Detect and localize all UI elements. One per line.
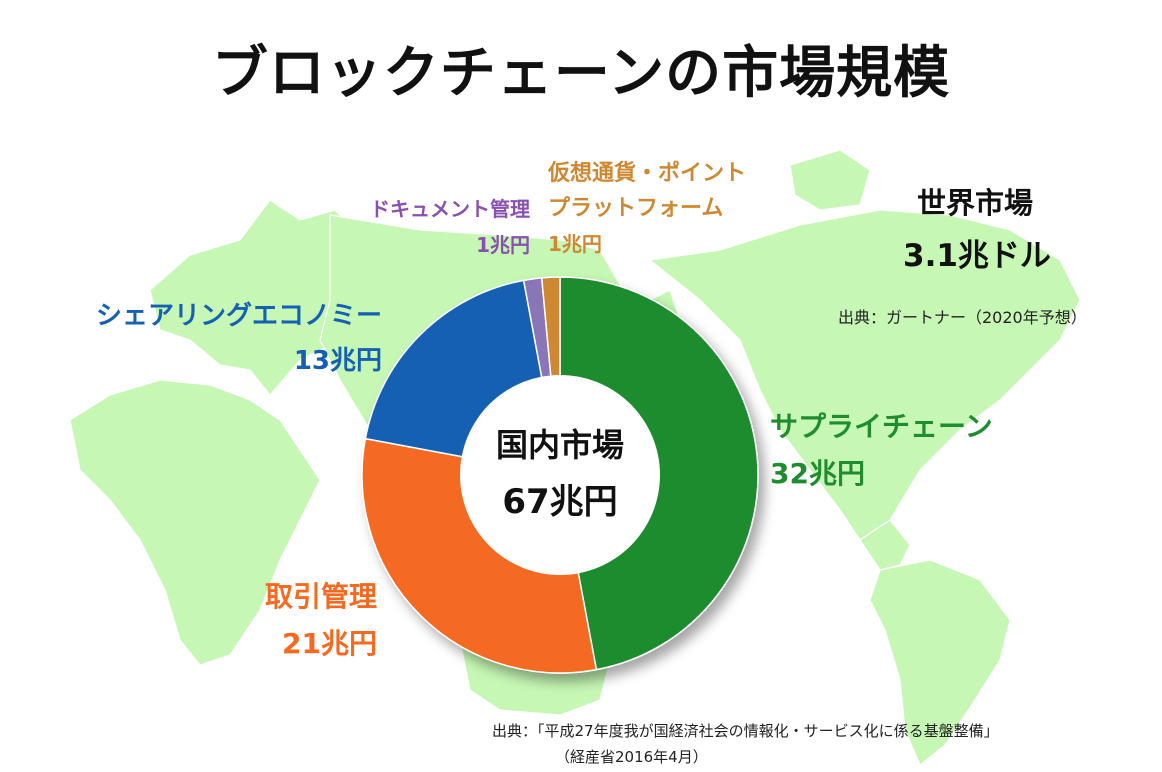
- north-america-landmass: [648, 209, 1081, 541]
- label-trade-value: 21兆円: [282, 627, 377, 660]
- label-sharing-name: シェアリングエコノミー: [95, 301, 382, 331]
- central-america-landmass: [859, 519, 911, 571]
- label-sharing-value: 13兆円: [293, 346, 382, 376]
- center-label: 国内市場: [495, 426, 624, 464]
- source-line-2: （経産省2016年4月）: [555, 748, 708, 766]
- label-document-name: ドキュメント管理: [370, 197, 530, 221]
- center-value: 67兆円: [502, 482, 618, 522]
- source-line-1: 出典：「平成27年度我が国経済社会の情報化・サービス化に係る基盤整備」: [492, 722, 999, 740]
- donut-center-hole: [460, 375, 660, 575]
- page-title: ブロックチェーンの市場規模: [211, 41, 951, 106]
- world-market-value: 3.1兆ドル: [903, 238, 1051, 274]
- south-america-landmass: [869, 559, 1011, 766]
- label-document-value: 1兆円: [476, 233, 530, 257]
- world-market-label: 世界市場: [917, 186, 1034, 220]
- greenland-landmass: [789, 149, 871, 211]
- domestic-market-donut-chart: [361, 276, 759, 674]
- label-supply-name: サプライチェーン: [770, 410, 993, 443]
- label-trade-name: 取引管理: [264, 580, 377, 613]
- africa-landmass: [69, 379, 321, 666]
- label-crypto-name-2: プラットフォーム: [548, 196, 724, 221]
- label-crypto-name-1: 仮想通貨・ポイント: [548, 161, 747, 186]
- label-crypto-value: 1兆円: [548, 232, 602, 256]
- world-market-source: 出典：ガートナー（2020年予想）: [838, 308, 1087, 327]
- label-supply-value: 32兆円: [770, 457, 865, 490]
